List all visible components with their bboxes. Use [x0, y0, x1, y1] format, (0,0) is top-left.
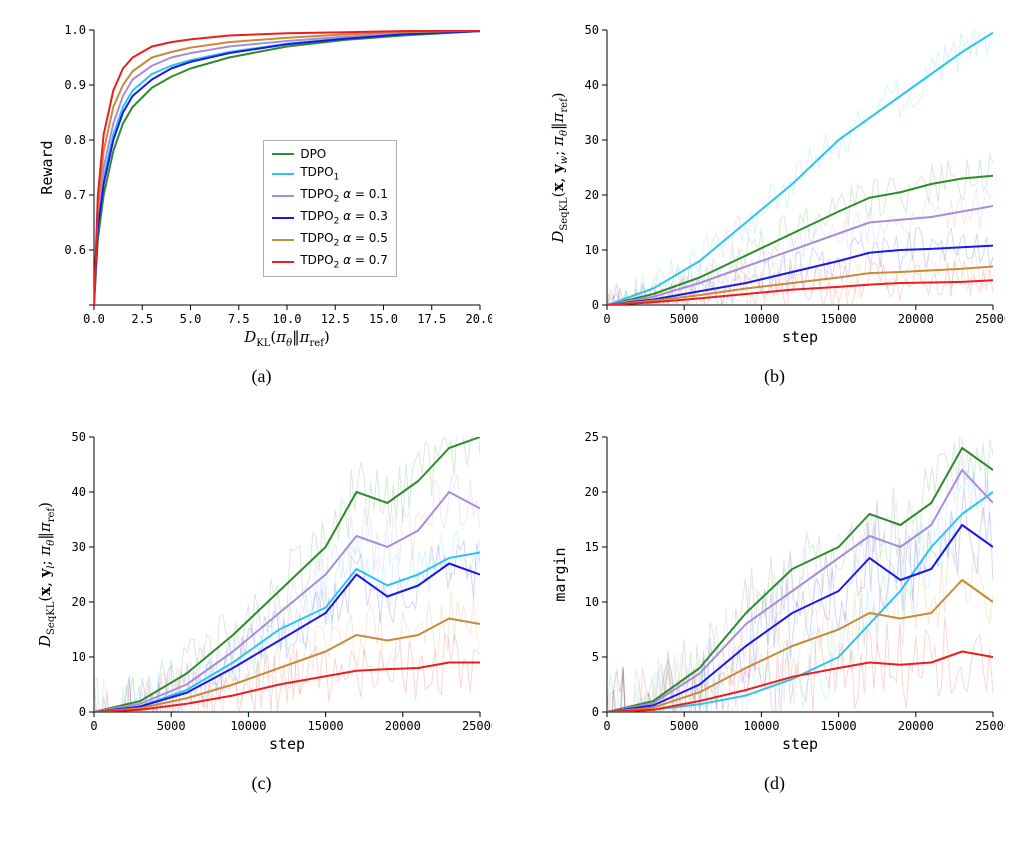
- svg-text:0: 0: [591, 705, 598, 719]
- svg-text:0.0: 0.0: [83, 312, 105, 326]
- svg-text:20: 20: [584, 188, 598, 202]
- legend-swatch: [272, 153, 294, 155]
- svg-text:0.7: 0.7: [64, 188, 86, 202]
- svg-text:DSeqKL(x, yl; πθ‖πref): DSeqKL(x, yl; πθ‖πref): [36, 502, 57, 648]
- caption-b: (b): [764, 366, 785, 387]
- legend-label: TDPO2 α = 0.3: [300, 207, 388, 229]
- legend-item: TDPO2 α = 0.5: [272, 229, 388, 251]
- svg-text:5000: 5000: [156, 719, 185, 733]
- svg-text:5000: 5000: [669, 312, 698, 326]
- legend-label: DPO: [300, 145, 326, 163]
- svg-text:5000: 5000: [669, 719, 698, 733]
- svg-text:15: 15: [584, 540, 598, 554]
- svg-text:0: 0: [603, 312, 610, 326]
- legend-label: TDPO2 α = 0.1: [300, 185, 388, 207]
- svg-text:20000: 20000: [897, 719, 933, 733]
- svg-text:10000: 10000: [743, 719, 779, 733]
- svg-text:20000: 20000: [897, 312, 933, 326]
- svg-text:15000: 15000: [820, 312, 856, 326]
- svg-text:0.8: 0.8: [64, 133, 86, 147]
- chart-c: 0 5000 10000 15000 20000 25000 0 10 20 30 40 50 step…: [32, 427, 492, 767]
- legend-item: DPO: [272, 145, 388, 163]
- chart-a: 0.0 2.5 5.0 7.5 10.0 12.5 15.0 17.5 20.0 0.6 0.7 0.…: [32, 20, 492, 360]
- svg-text:step: step: [781, 328, 817, 346]
- svg-text:0: 0: [90, 719, 97, 733]
- panel-c: 0 5000 10000 15000 20000 25000 0 10 20 30 40 50 step…: [20, 427, 503, 794]
- caption-d: (d): [764, 773, 785, 794]
- svg-text:5: 5: [591, 650, 598, 664]
- chart-d: 0 5000 10000 15000 20000 25000 0 5 10 15 20 25 step m…: [545, 427, 1005, 767]
- svg-text:10000: 10000: [230, 719, 266, 733]
- legend-swatch: [272, 217, 294, 219]
- svg-text:10: 10: [584, 595, 598, 609]
- svg-text:15000: 15000: [307, 719, 343, 733]
- svg-text:25000: 25000: [974, 719, 1004, 733]
- svg-text:50: 50: [71, 430, 85, 444]
- svg-text:17.5: 17.5: [417, 312, 446, 326]
- svg-text:40: 40: [584, 78, 598, 92]
- svg-text:2.5: 2.5: [131, 312, 153, 326]
- chart-b: 0 5000 10000 15000 20000 25000 0 10 20 30 40 50 step…: [545, 20, 1005, 360]
- svg-text:step: step: [781, 735, 817, 753]
- svg-text:0.6: 0.6: [64, 243, 86, 257]
- svg-text:10: 10: [584, 243, 598, 257]
- legend: DPOTDPO1TDPO2 α = 0.1TDPO2 α = 0.3TDPO2 …: [263, 140, 397, 277]
- figure-grid: 0.0 2.5 5.0 7.5 10.0 12.5 15.0 17.5 20.0 0.6 0.7 0.…: [20, 20, 1016, 794]
- svg-text:20.0: 20.0: [465, 312, 491, 326]
- svg-text:15.0: 15.0: [369, 312, 398, 326]
- svg-text:12.5: 12.5: [320, 312, 349, 326]
- svg-text:30: 30: [71, 540, 85, 554]
- svg-text:20: 20: [584, 485, 598, 499]
- panel-d: 0 5000 10000 15000 20000 25000 0 5 10 15 20 25 step m…: [533, 427, 1016, 794]
- legend-label: TDPO2 α = 0.5: [300, 229, 388, 251]
- svg-text:step: step: [268, 735, 304, 753]
- legend-label: TDPO2 α = 0.7: [300, 251, 388, 273]
- svg-text:50: 50: [584, 23, 598, 37]
- svg-text:0: 0: [591, 298, 598, 312]
- svg-text:20: 20: [71, 595, 85, 609]
- legend-item: TDPO1: [272, 163, 388, 185]
- svg-text:25000: 25000: [461, 719, 491, 733]
- legend-item: TDPO2 α = 0.7: [272, 251, 388, 273]
- svg-text:DKL(πθ‖πref): DKL(πθ‖πref): [243, 328, 330, 349]
- svg-text:0.9: 0.9: [64, 78, 86, 92]
- legend-swatch: [272, 261, 294, 263]
- caption-c: (c): [252, 773, 272, 794]
- svg-text:7.5: 7.5: [227, 312, 249, 326]
- svg-text:10.0: 10.0: [272, 312, 301, 326]
- svg-text:10: 10: [71, 650, 85, 664]
- panel-b: 0 5000 10000 15000 20000 25000 0 10 20 30 40 50 step…: [533, 20, 1016, 387]
- svg-text:0: 0: [603, 719, 610, 733]
- svg-text:5.0: 5.0: [179, 312, 201, 326]
- svg-text:DSeqKL(x, yw; πθ‖πref): DSeqKL(x, yw; πθ‖πref): [549, 92, 570, 243]
- panel-a: 0.0 2.5 5.0 7.5 10.0 12.5 15.0 17.5 20.0 0.6 0.7 0.…: [20, 20, 503, 387]
- svg-text:30: 30: [584, 133, 598, 147]
- svg-text:10000: 10000: [743, 312, 779, 326]
- legend-swatch: [272, 195, 294, 197]
- svg-text:margin: margin: [551, 547, 569, 601]
- svg-text:1.0: 1.0: [64, 23, 86, 37]
- svg-text:25: 25: [584, 430, 598, 444]
- svg-text:Reward: Reward: [38, 140, 56, 194]
- legend-swatch: [272, 173, 294, 175]
- legend-item: TDPO2 α = 0.1: [272, 185, 388, 207]
- caption-a: (a): [252, 366, 272, 387]
- legend-label: TDPO1: [300, 163, 339, 185]
- svg-text:0: 0: [78, 705, 85, 719]
- svg-text:25000: 25000: [974, 312, 1004, 326]
- legend-swatch: [272, 239, 294, 241]
- legend-item: TDPO2 α = 0.3: [272, 207, 388, 229]
- svg-text:40: 40: [71, 485, 85, 499]
- svg-text:15000: 15000: [820, 719, 856, 733]
- svg-text:20000: 20000: [384, 719, 420, 733]
